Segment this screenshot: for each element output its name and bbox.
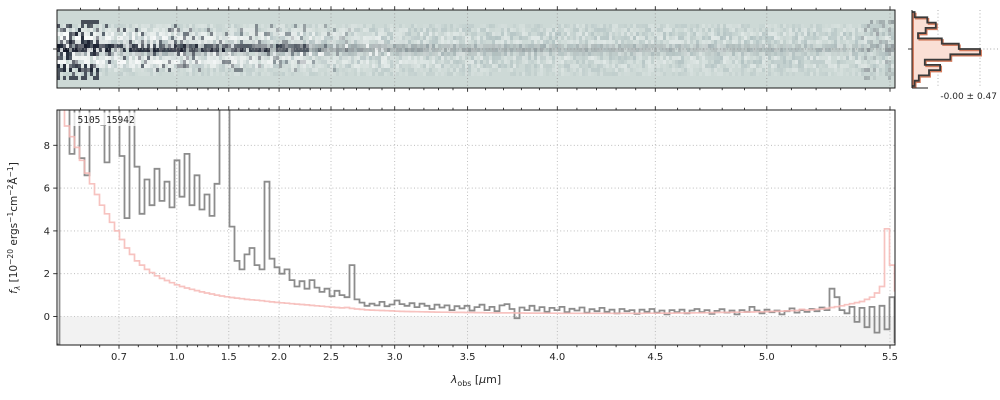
x-tick-label: 2.0 (271, 352, 287, 363)
object-id-label-background (73, 112, 150, 126)
x-tick-label: 2.5 (323, 352, 339, 363)
profile-data-histogram (912, 11, 981, 87)
x-axis-label: λobs [μm] (450, 373, 501, 388)
object-id-label: 5105_15942 (78, 115, 135, 126)
y-tick-label: 2 (44, 269, 50, 280)
x-tick-label: 1.5 (221, 352, 237, 363)
below-zero-shade (57, 316, 895, 345)
x-tick-label: 3.0 (387, 352, 403, 363)
main-ticks (53, 106, 891, 349)
x-tick-label: 0.7 (111, 352, 127, 363)
x-tick-label: 5.5 (882, 352, 898, 363)
heatmap-ticks (53, 6, 891, 92)
x-tick-label: 3.5 (460, 352, 476, 363)
main-grid (57, 110, 895, 345)
x-tick-label: 4.0 (549, 352, 565, 363)
profile-histogram-panel (908, 10, 999, 89)
y-axis-label: fλ [10−20 ergs−1cm−2Å−1] (6, 162, 22, 294)
y-tick-label: 4 (44, 226, 50, 237)
spectrum-1d-panel: 0.7 1.0 1.5 2.0 2.5 3.0 3.5 4.0 4.5 5.0 5.5 0 2 4 6 8 (44, 106, 898, 363)
uncertainty-line (63, 110, 895, 315)
x-tick-label: 1.0 (169, 352, 185, 363)
profile-model-histogram (912, 12, 982, 89)
x-tick-label: 5.0 (759, 352, 775, 363)
x-tick-label: 4.5 (647, 352, 663, 363)
y-tick-label: 6 (44, 184, 50, 195)
flux-line (57, 110, 895, 345)
spectrum-2d-panel (53, 6, 896, 92)
y-tick-label: 8 (44, 141, 50, 152)
heatmap-cells (57, 20, 894, 80)
y-tick-label: 0 (44, 312, 50, 323)
main-axes-border (56, 109, 896, 346)
profile-stats-label: -0.00 ± 0.47 (940, 92, 997, 102)
spectrum-series (57, 110, 895, 345)
